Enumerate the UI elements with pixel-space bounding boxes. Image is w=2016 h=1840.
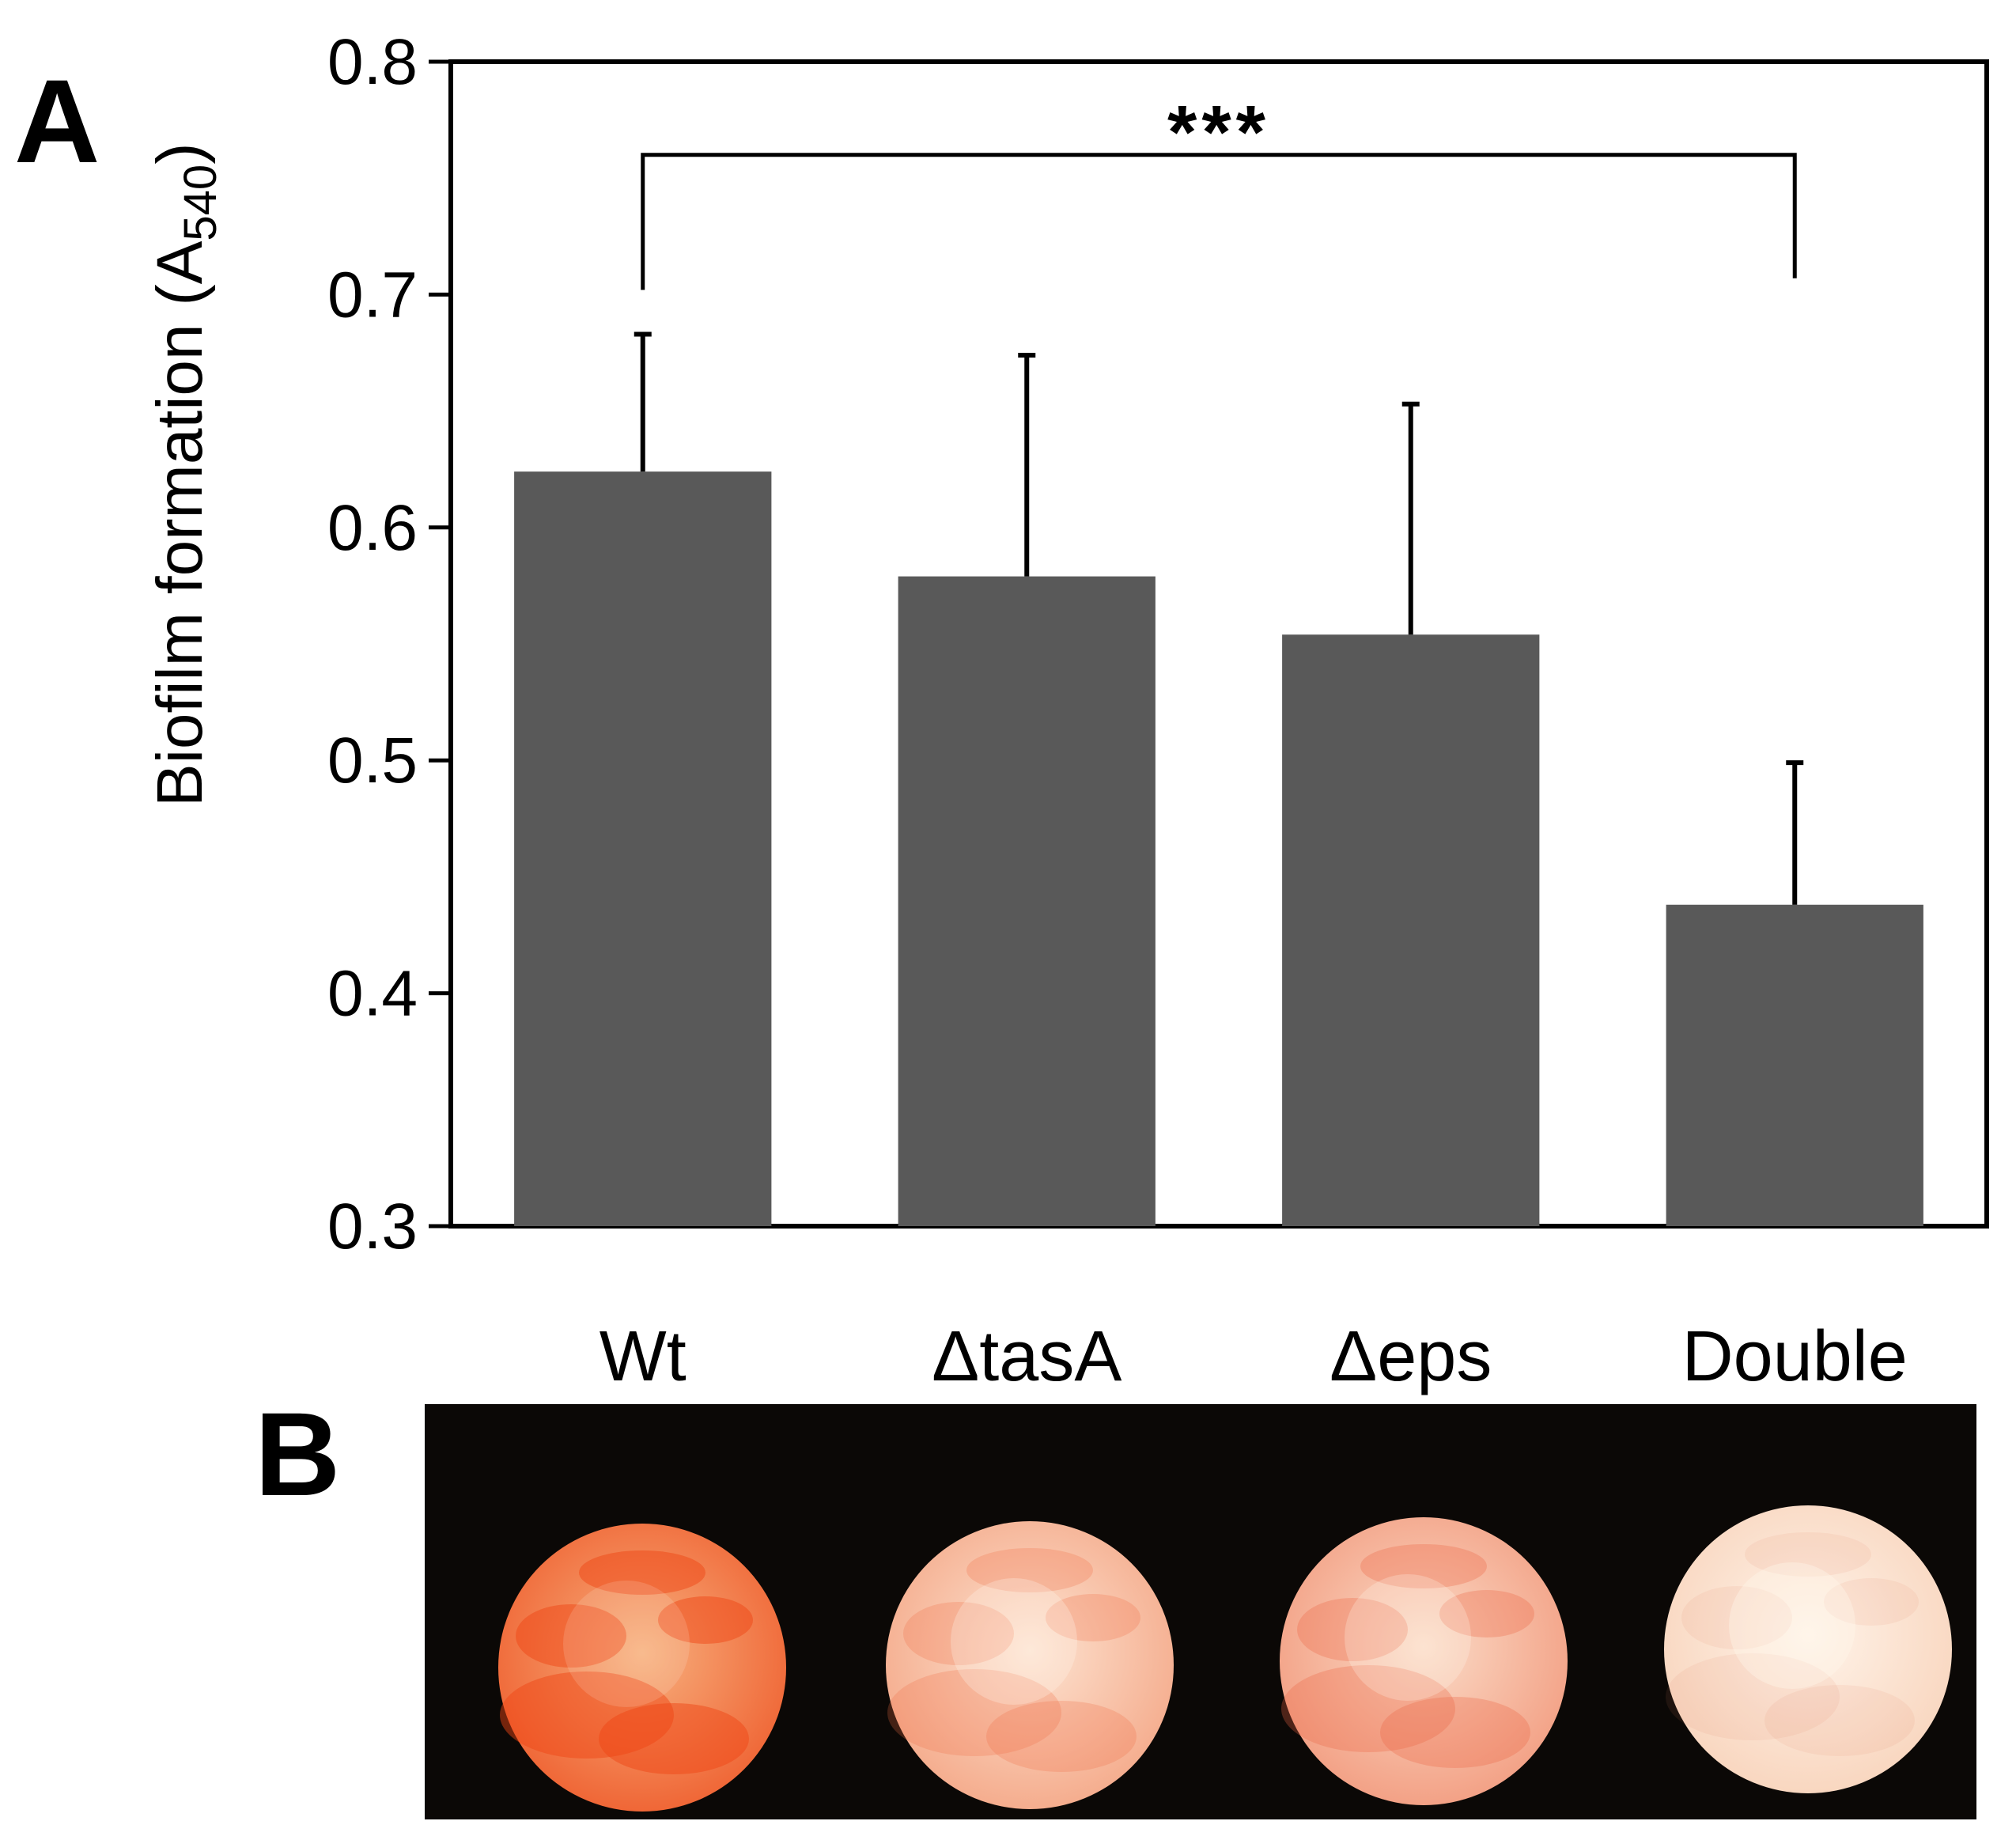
disc-body xyxy=(886,1521,1174,1809)
disc-stain xyxy=(599,1703,749,1774)
disc-stain xyxy=(1666,1653,1840,1740)
bar xyxy=(1666,904,1923,1226)
y-tick-label: 0.6 xyxy=(327,492,418,564)
disc-body xyxy=(498,1524,786,1812)
photo-disc xyxy=(886,1521,1174,1809)
disc-stain xyxy=(1824,1578,1919,1626)
y-tick-label: 0.8 xyxy=(327,26,418,98)
disc-stain xyxy=(1046,1594,1140,1641)
disc-stain xyxy=(887,1669,1061,1756)
panel-b-label: B xyxy=(255,1388,340,1520)
disc-stain xyxy=(500,1672,674,1759)
disc-stain xyxy=(1681,1586,1792,1649)
disc-highlight xyxy=(951,1578,1077,1705)
category-label: Wt xyxy=(600,1317,686,1396)
disc-stain xyxy=(516,1604,626,1668)
bars xyxy=(514,471,1923,1226)
plot-frame xyxy=(448,59,1989,1229)
y-axis-title-main: Biofilm formation (A xyxy=(144,240,216,807)
disc-stain xyxy=(658,1596,753,1644)
y-tick-label: 0.3 xyxy=(327,1191,418,1263)
disc-highlight xyxy=(1345,1574,1471,1701)
y-ticks: 0.3 0.4 0.5 0.6 0.7 0.8 xyxy=(327,26,451,1263)
disc-stain xyxy=(1360,1544,1487,1588)
disc-highlight xyxy=(1729,1562,1855,1689)
y-tick-label: 0.4 xyxy=(327,958,418,1030)
category-labels: Wt ΔtasA Δeps Double xyxy=(600,1317,1908,1396)
category-label: ΔtasA xyxy=(932,1317,1121,1396)
significance-label: *** xyxy=(1167,90,1270,175)
bar xyxy=(1282,634,1540,1226)
bar xyxy=(514,471,772,1226)
category-label: Double xyxy=(1682,1317,1908,1396)
y-axis-title-close: ) xyxy=(144,142,216,164)
photo-disc xyxy=(498,1524,786,1812)
category-label: Δeps xyxy=(1330,1317,1492,1396)
disc-stain xyxy=(1439,1590,1534,1637)
disc-highlight xyxy=(563,1581,690,1707)
disc-stain xyxy=(579,1550,705,1595)
y-tick-label: 0.5 xyxy=(327,725,418,797)
significance-bracket xyxy=(641,153,1797,290)
disc-body xyxy=(1280,1517,1568,1805)
disc-body xyxy=(1664,1505,1952,1793)
photo-discs xyxy=(498,1505,1952,1812)
y-axis-title-subscript: 540 xyxy=(175,165,226,241)
disc-stain xyxy=(1745,1532,1871,1577)
error-bars xyxy=(634,331,1804,905)
disc-stain xyxy=(966,1548,1093,1592)
disc-stain xyxy=(1281,1665,1455,1752)
disc-stain xyxy=(1764,1685,1915,1756)
photo-disc xyxy=(1280,1517,1568,1805)
disc-stain xyxy=(903,1602,1014,1665)
bar xyxy=(898,576,1156,1226)
y-tick-label: 0.7 xyxy=(327,259,418,331)
y-axis-title: Biofilm formation (A540) xyxy=(144,142,226,807)
disc-stain xyxy=(986,1701,1137,1772)
panel-a-label: A xyxy=(14,55,100,187)
disc-stain xyxy=(1380,1697,1530,1768)
photo-disc xyxy=(1664,1505,1952,1793)
disc-stain xyxy=(1297,1598,1408,1661)
